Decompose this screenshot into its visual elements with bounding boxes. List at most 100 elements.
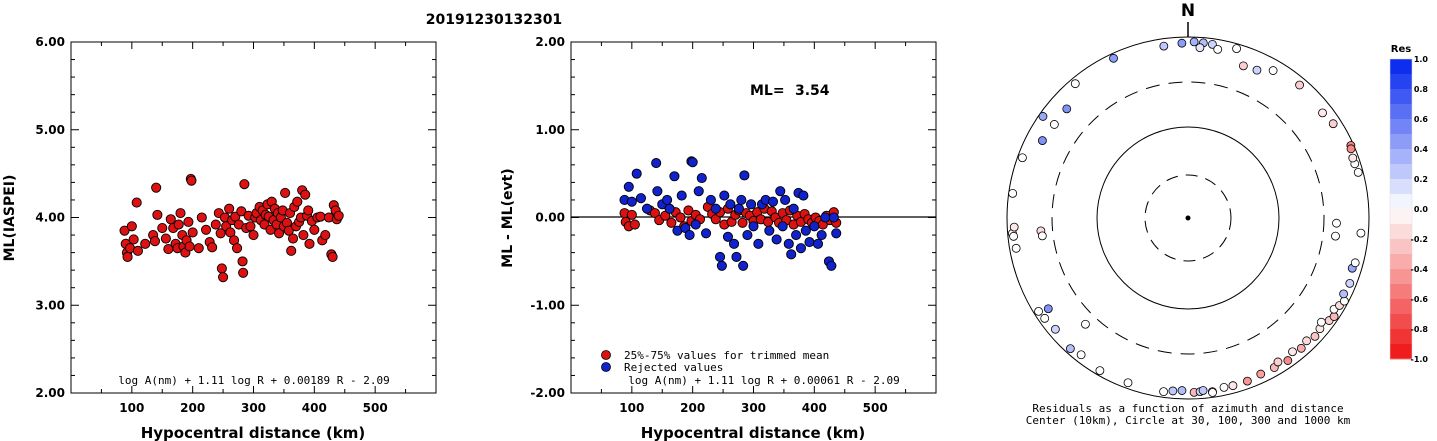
left-x-tick-label: 200 xyxy=(180,401,205,415)
left-data-point xyxy=(309,224,320,235)
middle-data-point xyxy=(753,238,764,249)
polar-station-point xyxy=(1018,153,1027,163)
colorbar-tick-label: -0.8 xyxy=(1411,325,1429,334)
middle-data-point xyxy=(795,243,807,254)
colorbar-cell xyxy=(1390,224,1412,240)
polar-station-point xyxy=(1242,376,1252,386)
colorbar-cell xyxy=(1390,119,1412,135)
polar-station-point xyxy=(1009,231,1018,241)
left-data-point xyxy=(237,256,248,267)
left-data-point xyxy=(184,241,195,252)
middle-data-point xyxy=(722,231,734,242)
left-data-point xyxy=(140,238,151,249)
colorbar-tick-label: 0.0 xyxy=(1414,205,1429,214)
colorbar-tick-labels: 1.0 0.8 0.6 0.4 0.2 0.0 -0.2 -0.4 -0.6 -0.8 -1.0 xyxy=(1411,55,1429,364)
middle-data-point xyxy=(826,260,837,271)
left-data-point xyxy=(122,251,133,263)
colorbar-cell xyxy=(1390,209,1412,225)
polar-station-point xyxy=(1268,66,1278,75)
left-data-point xyxy=(232,243,243,254)
colorbar-tick-label: 0.2 xyxy=(1414,175,1428,184)
left-y-tick-label: 5.00 xyxy=(35,123,65,137)
colorbar-cell xyxy=(1390,284,1412,300)
middle-y-tick-label: 2.00 xyxy=(535,35,565,49)
colorbar-cell xyxy=(1390,269,1412,285)
polar-station-point xyxy=(1219,382,1229,392)
left-data-point xyxy=(151,182,162,193)
left-y-tick-label: 2.00 xyxy=(35,386,65,400)
middle-xlabel: Hypocentral distance (km) xyxy=(641,424,866,441)
middle-data-point xyxy=(683,205,694,216)
left-data-point xyxy=(128,234,139,245)
left-ylabel: ML(IASPEI) xyxy=(2,175,18,262)
polar-station-point xyxy=(1040,313,1050,323)
polar-station-point xyxy=(1256,369,1266,379)
colorbar-tick-label: -1.0 xyxy=(1411,355,1429,364)
left-data-point xyxy=(248,229,259,241)
left-data-point xyxy=(327,251,338,263)
left-data-point xyxy=(160,233,171,244)
colorbar-tick-label: -0.6 xyxy=(1411,295,1429,304)
left-data-point xyxy=(239,179,250,190)
middle-data-point xyxy=(623,181,634,192)
left-data-point xyxy=(315,211,326,222)
polar-station-point xyxy=(1009,222,1019,232)
polar-station-point xyxy=(1037,231,1047,241)
colorbar-tick-label: 0.8 xyxy=(1414,85,1429,94)
middle-data-point xyxy=(748,221,759,232)
polar-station-point xyxy=(1043,304,1053,314)
middle-data-point xyxy=(771,234,782,245)
middle-data-point xyxy=(687,157,698,168)
polar-station-point xyxy=(1109,53,1118,63)
middle-data-point xyxy=(812,238,824,249)
polar-station-point xyxy=(1011,243,1021,253)
polar-station-point xyxy=(1302,336,1312,346)
middle-data-point xyxy=(786,249,797,260)
colorbar-tick-label: 1.0 xyxy=(1414,55,1429,64)
colorbar-cell xyxy=(1390,329,1412,345)
middle-data-point xyxy=(831,228,842,239)
middle-axis-ticks: 100 200 300 400 500 -2.00 -1.00 0.00 1.00 2.00 xyxy=(530,35,937,415)
colorbar-cell xyxy=(1390,134,1412,150)
polar-station-point xyxy=(1034,306,1043,316)
polar-station-point xyxy=(1095,366,1105,376)
middle-data-point xyxy=(714,251,726,263)
polar-station-point xyxy=(1345,278,1355,288)
left-data-point xyxy=(218,272,229,283)
left-data-point xyxy=(283,225,294,236)
middle-data-point xyxy=(738,260,749,271)
left-data-point xyxy=(300,189,311,200)
polar-station-point xyxy=(1177,386,1187,395)
middle-data-point xyxy=(710,203,721,214)
polar-station-point xyxy=(1283,356,1293,365)
polar-station-point xyxy=(1238,61,1248,71)
polar-station-points xyxy=(1008,37,1366,397)
middle-x-tick-label: 200 xyxy=(680,401,705,415)
left-data-point xyxy=(152,209,163,220)
colorbar-cell xyxy=(1390,104,1412,120)
polar-station-point xyxy=(1177,38,1187,48)
polar-station-point xyxy=(1356,228,1366,238)
colorbar-frame xyxy=(1389,58,1413,360)
middle-data-point xyxy=(737,217,748,228)
polar-station-point xyxy=(1208,39,1217,49)
polar-station-point xyxy=(1050,324,1060,334)
left-data-point xyxy=(207,242,218,253)
middle-data-point xyxy=(693,186,704,197)
colorbar: Res 1.0 0.8 0.6 0.4 0.2 0.0 -0.2 -0.4 -0.6 -0.8 -1… xyxy=(1389,44,1429,364)
ml-value: 3.54 xyxy=(795,83,830,99)
middle-data-point xyxy=(791,229,802,241)
polar-station-point xyxy=(1252,65,1262,75)
polar-station-point xyxy=(1008,188,1018,198)
left-data-point xyxy=(131,197,142,208)
middle-data-point xyxy=(742,229,753,241)
middle-data-point xyxy=(701,228,712,239)
colorbar-cell xyxy=(1390,149,1412,165)
left-y-tick-label: 6.00 xyxy=(35,35,65,49)
polar-station-point xyxy=(1038,112,1048,121)
polar-caption-line1: Residuals as a function of azimuth and d… xyxy=(1032,402,1343,415)
middle-data-point xyxy=(739,170,750,181)
colorbar-cell xyxy=(1390,74,1412,90)
middle-y-tick-label: 0.00 xyxy=(535,211,565,225)
middle-data-point xyxy=(820,212,831,223)
